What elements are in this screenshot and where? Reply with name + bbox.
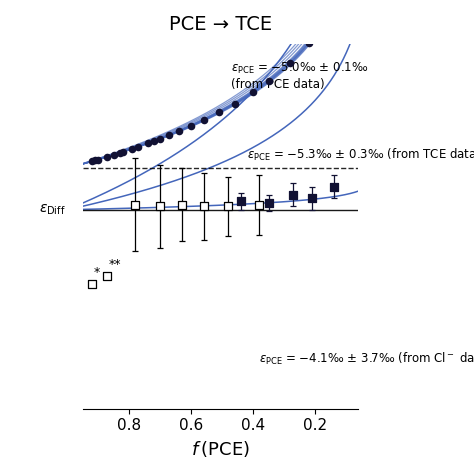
Point bbox=[200, 202, 207, 210]
Point bbox=[144, 139, 152, 147]
Point bbox=[91, 156, 99, 164]
Point bbox=[104, 153, 111, 161]
Point bbox=[135, 143, 142, 150]
Point bbox=[165, 131, 173, 139]
Point bbox=[249, 89, 257, 96]
Point bbox=[308, 194, 316, 202]
Point bbox=[88, 157, 96, 165]
Point bbox=[265, 77, 273, 85]
Point bbox=[215, 109, 223, 116]
Point bbox=[156, 202, 164, 210]
Point bbox=[305, 39, 313, 46]
Point bbox=[116, 149, 124, 156]
Point bbox=[318, 22, 325, 30]
Point bbox=[88, 281, 96, 288]
Point bbox=[132, 201, 139, 209]
Text: $\varepsilon_\mathrm{PCE}$ = −5.0‰ ± 0.1‰
(from PCE data): $\varepsilon_\mathrm{PCE}$ = −5.0‰ ± 0.1… bbox=[231, 61, 369, 91]
Point bbox=[104, 272, 111, 280]
Point bbox=[200, 117, 207, 124]
Text: $\varepsilon_\mathrm{PCE}$ = −5.3‰ ± 0.3‰ (from TCE data): $\varepsilon_\mathrm{PCE}$ = −5.3‰ ± 0.3… bbox=[247, 147, 474, 163]
Point bbox=[150, 137, 158, 145]
Title: PCE → TCE: PCE → TCE bbox=[169, 15, 272, 34]
Point bbox=[265, 199, 273, 207]
Text: *: * bbox=[93, 266, 100, 279]
Text: **: ** bbox=[109, 258, 121, 271]
Point bbox=[128, 145, 136, 153]
Point bbox=[330, 182, 337, 190]
Point bbox=[178, 201, 186, 209]
Point bbox=[231, 100, 238, 108]
Text: $\varepsilon_\mathrm{PCE}$ = −4.1‰ ± 3.7‰ (from Cl$^-$ data): $\varepsilon_\mathrm{PCE}$ = −4.1‰ ± 3.7… bbox=[259, 351, 474, 367]
Point bbox=[156, 135, 164, 143]
Point bbox=[255, 201, 263, 209]
Point bbox=[94, 156, 102, 164]
Point bbox=[225, 202, 232, 210]
Point bbox=[119, 148, 127, 155]
Point bbox=[286, 59, 294, 66]
Point bbox=[187, 122, 195, 130]
Point bbox=[175, 128, 182, 135]
Point bbox=[237, 198, 245, 205]
Point bbox=[110, 151, 118, 159]
Point bbox=[290, 191, 297, 199]
Text: $\varepsilon_\mathrm{Diff}$: $\varepsilon_\mathrm{Diff}$ bbox=[39, 202, 66, 217]
X-axis label: $f$ (PCE): $f$ (PCE) bbox=[191, 439, 250, 459]
